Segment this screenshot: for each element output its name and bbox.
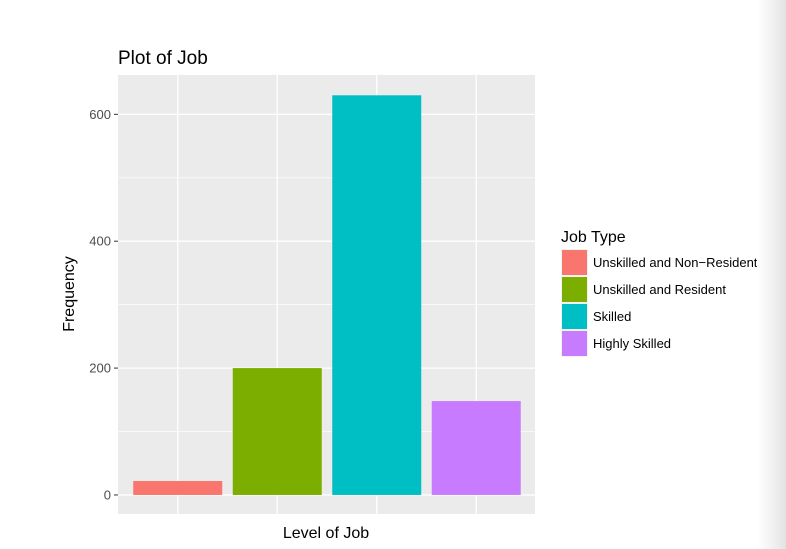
bar — [232, 368, 322, 495]
legend-label: Unskilled and Non−Resident — [593, 255, 758, 270]
window-edge-shadow — [757, 0, 786, 549]
y-tick-label: 200 — [89, 361, 111, 376]
legend: Job Type Unskilled and Non−ResidentUnski… — [561, 229, 758, 357]
bars — [133, 95, 521, 495]
x-axis-title: Level of Job — [283, 525, 369, 542]
chart-title: Plot of Job — [118, 48, 208, 69]
y-tick-label: 400 — [89, 234, 111, 249]
y-tick-label: 600 — [89, 107, 111, 122]
y-tick-label: 0 — [104, 487, 111, 502]
bar — [431, 401, 521, 495]
legend-swatch — [562, 304, 587, 329]
y-axis-title: Frequency — [61, 256, 78, 332]
y-axis: 0 200 400 600 — [89, 107, 118, 502]
legend-swatch — [562, 250, 587, 275]
bar — [332, 95, 422, 495]
legend-swatch — [562, 331, 587, 356]
legend-items: Unskilled and Non−Resident Unskilled and … — [561, 249, 758, 357]
legend-label: Skilled — [593, 309, 631, 324]
legend-swatch — [562, 277, 587, 302]
legend-title: Job Type — [561, 229, 626, 246]
bar — [133, 481, 223, 495]
legend-label: Unskilled and Resident — [593, 282, 726, 297]
legend-label: Highly Skilled — [593, 336, 671, 351]
